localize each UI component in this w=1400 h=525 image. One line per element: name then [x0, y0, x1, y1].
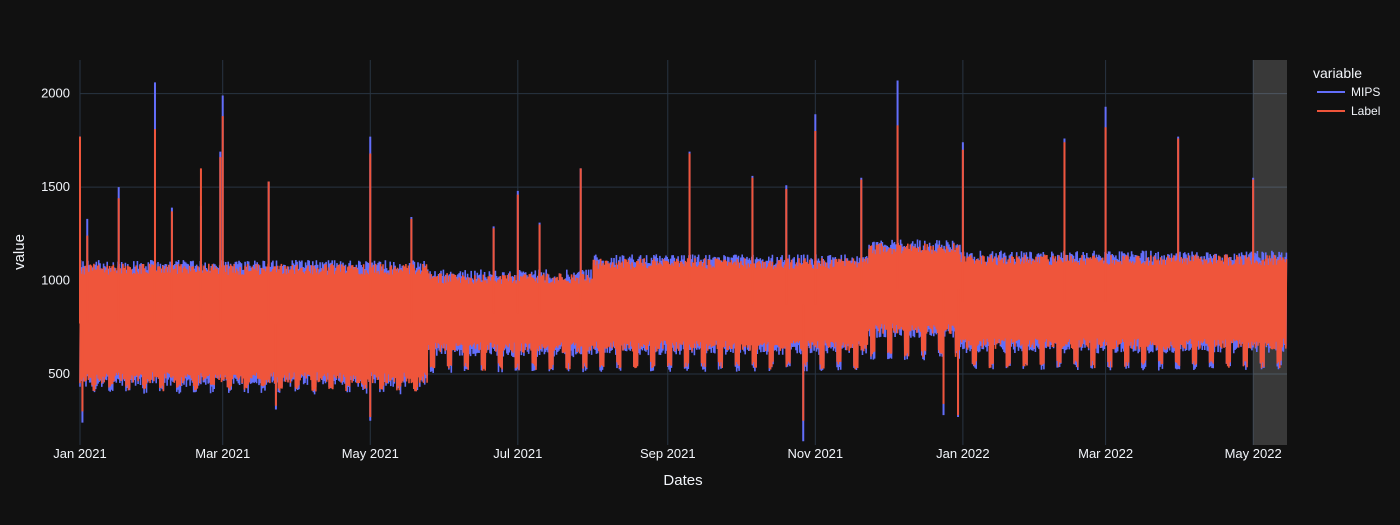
- y-axis-ticks: 500 1000 1500 2000: [41, 86, 70, 381]
- series-line-label: [79, 243, 1288, 392]
- x-tick-label: Mar 2022: [1078, 446, 1133, 461]
- legend-title: variable: [1313, 65, 1362, 81]
- legend-label-mips: MIPS: [1351, 85, 1380, 99]
- x-tick-label: Nov 2021: [787, 446, 843, 461]
- series-label: [79, 116, 1288, 421]
- x-tick-label: May 2022: [1225, 446, 1282, 461]
- x-tick-label: Jan 2021: [53, 446, 107, 461]
- y-tick-label: 1000: [41, 273, 70, 288]
- legend: variable MIPS Label: [1313, 65, 1380, 118]
- y-tick-label: 500: [48, 366, 70, 381]
- y-tick-label: 1500: [41, 179, 70, 194]
- legend-label-label: Label: [1351, 104, 1380, 118]
- legend-item-label[interactable]: Label: [1317, 104, 1380, 118]
- legend-item-mips[interactable]: MIPS: [1317, 85, 1380, 99]
- y-tick-label: 2000: [41, 86, 70, 101]
- x-tick-label: May 2021: [342, 446, 399, 461]
- series-layer: [79, 80, 1288, 442]
- x-axis-title: Dates: [663, 472, 702, 489]
- x-tick-label: Jan 2022: [936, 446, 990, 461]
- x-tick-label: Sep 2021: [640, 446, 696, 461]
- x-axis-ticks: Jan 2021 Mar 2021 May 2021 Jul 2021 Sep 2021…: [53, 446, 1281, 461]
- y-axis-title: value: [11, 234, 28, 270]
- x-tick-label: Mar 2021: [195, 446, 250, 461]
- x-tick-label: Jul 2021: [493, 446, 542, 461]
